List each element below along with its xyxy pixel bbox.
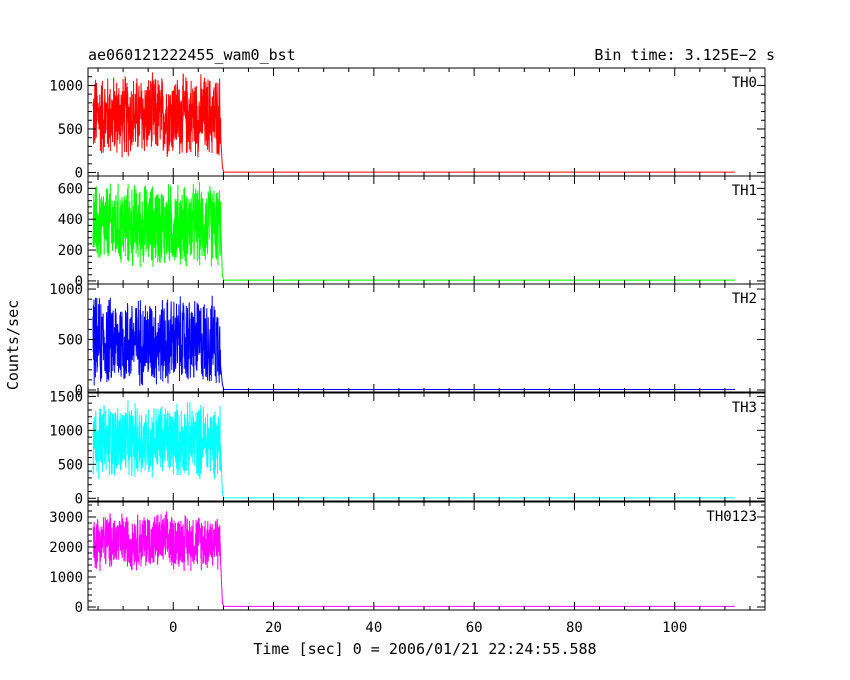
y-tick-label: 0	[75, 274, 83, 290]
x-tick-label: 100	[662, 620, 687, 636]
x-tick-label: 80	[566, 620, 583, 636]
y-tick-label: 0	[75, 383, 83, 399]
panel-th3: 0 500 1000 1500 TH3	[49, 389, 766, 507]
y-tick-label: 1000	[49, 423, 83, 439]
x-tick-label: 0	[169, 620, 177, 636]
y-tick-label: 0	[75, 166, 83, 182]
panel-th0123: 0 1000 2000 3000 TH0123	[49, 501, 766, 616]
y-tick-label: 1500	[49, 389, 83, 405]
x-tick-label: 20	[265, 620, 282, 636]
panel-frame	[87, 501, 766, 611]
y-tick-label: 2000	[49, 540, 83, 556]
y-tick-label: 400	[58, 212, 83, 228]
y-axis-label: Counts/sec	[4, 300, 22, 390]
y-tick-label: 1000	[49, 78, 83, 94]
bin-time-label: Bin time: 3.125E−2 s	[594, 46, 775, 64]
series-line-th2	[92, 295, 735, 390]
y-tick-label: 500	[58, 457, 83, 473]
series-line-th3	[92, 400, 735, 499]
y-tick-label: 1000	[49, 282, 83, 298]
x-tick-label: 40	[365, 620, 382, 636]
y-tick-label: 3000	[49, 510, 83, 526]
series-line-th0123	[92, 511, 735, 607]
y-tick-label: 0	[75, 600, 83, 616]
y-tick-label: 600	[58, 181, 83, 197]
x-tick-label: 60	[466, 620, 483, 636]
panel-label-th1: TH1	[732, 183, 757, 199]
panel-label-th3: TH3	[732, 400, 757, 416]
panel-frame	[87, 283, 766, 393]
panel-th2: 0 500 1000 TH2	[49, 282, 766, 399]
panel-label-th0: TH0	[732, 75, 757, 91]
series-line-th1	[92, 182, 735, 281]
panel-label-th2: TH2	[732, 291, 757, 307]
chart-title: ae060121222455_wam0_bst	[88, 46, 296, 64]
y-tick-label: 200	[58, 243, 83, 259]
y-tick-label: 500	[58, 122, 83, 138]
panel-label-th0123: TH0123	[706, 509, 757, 525]
panel-th1: 0 200 400 600 TH1	[58, 175, 766, 290]
y-tick-label: 500	[58, 333, 83, 349]
panel-th0: 0 500 1000 TH0	[49, 67, 766, 182]
x-axis-label: Time [sec] 0 = 2006/01/21 22:24:55.588	[253, 640, 596, 658]
panel-frame	[87, 392, 766, 502]
series-line-th0	[92, 72, 735, 173]
y-tick-label: 1000	[49, 570, 83, 586]
y-tick-label: 0	[75, 491, 83, 507]
